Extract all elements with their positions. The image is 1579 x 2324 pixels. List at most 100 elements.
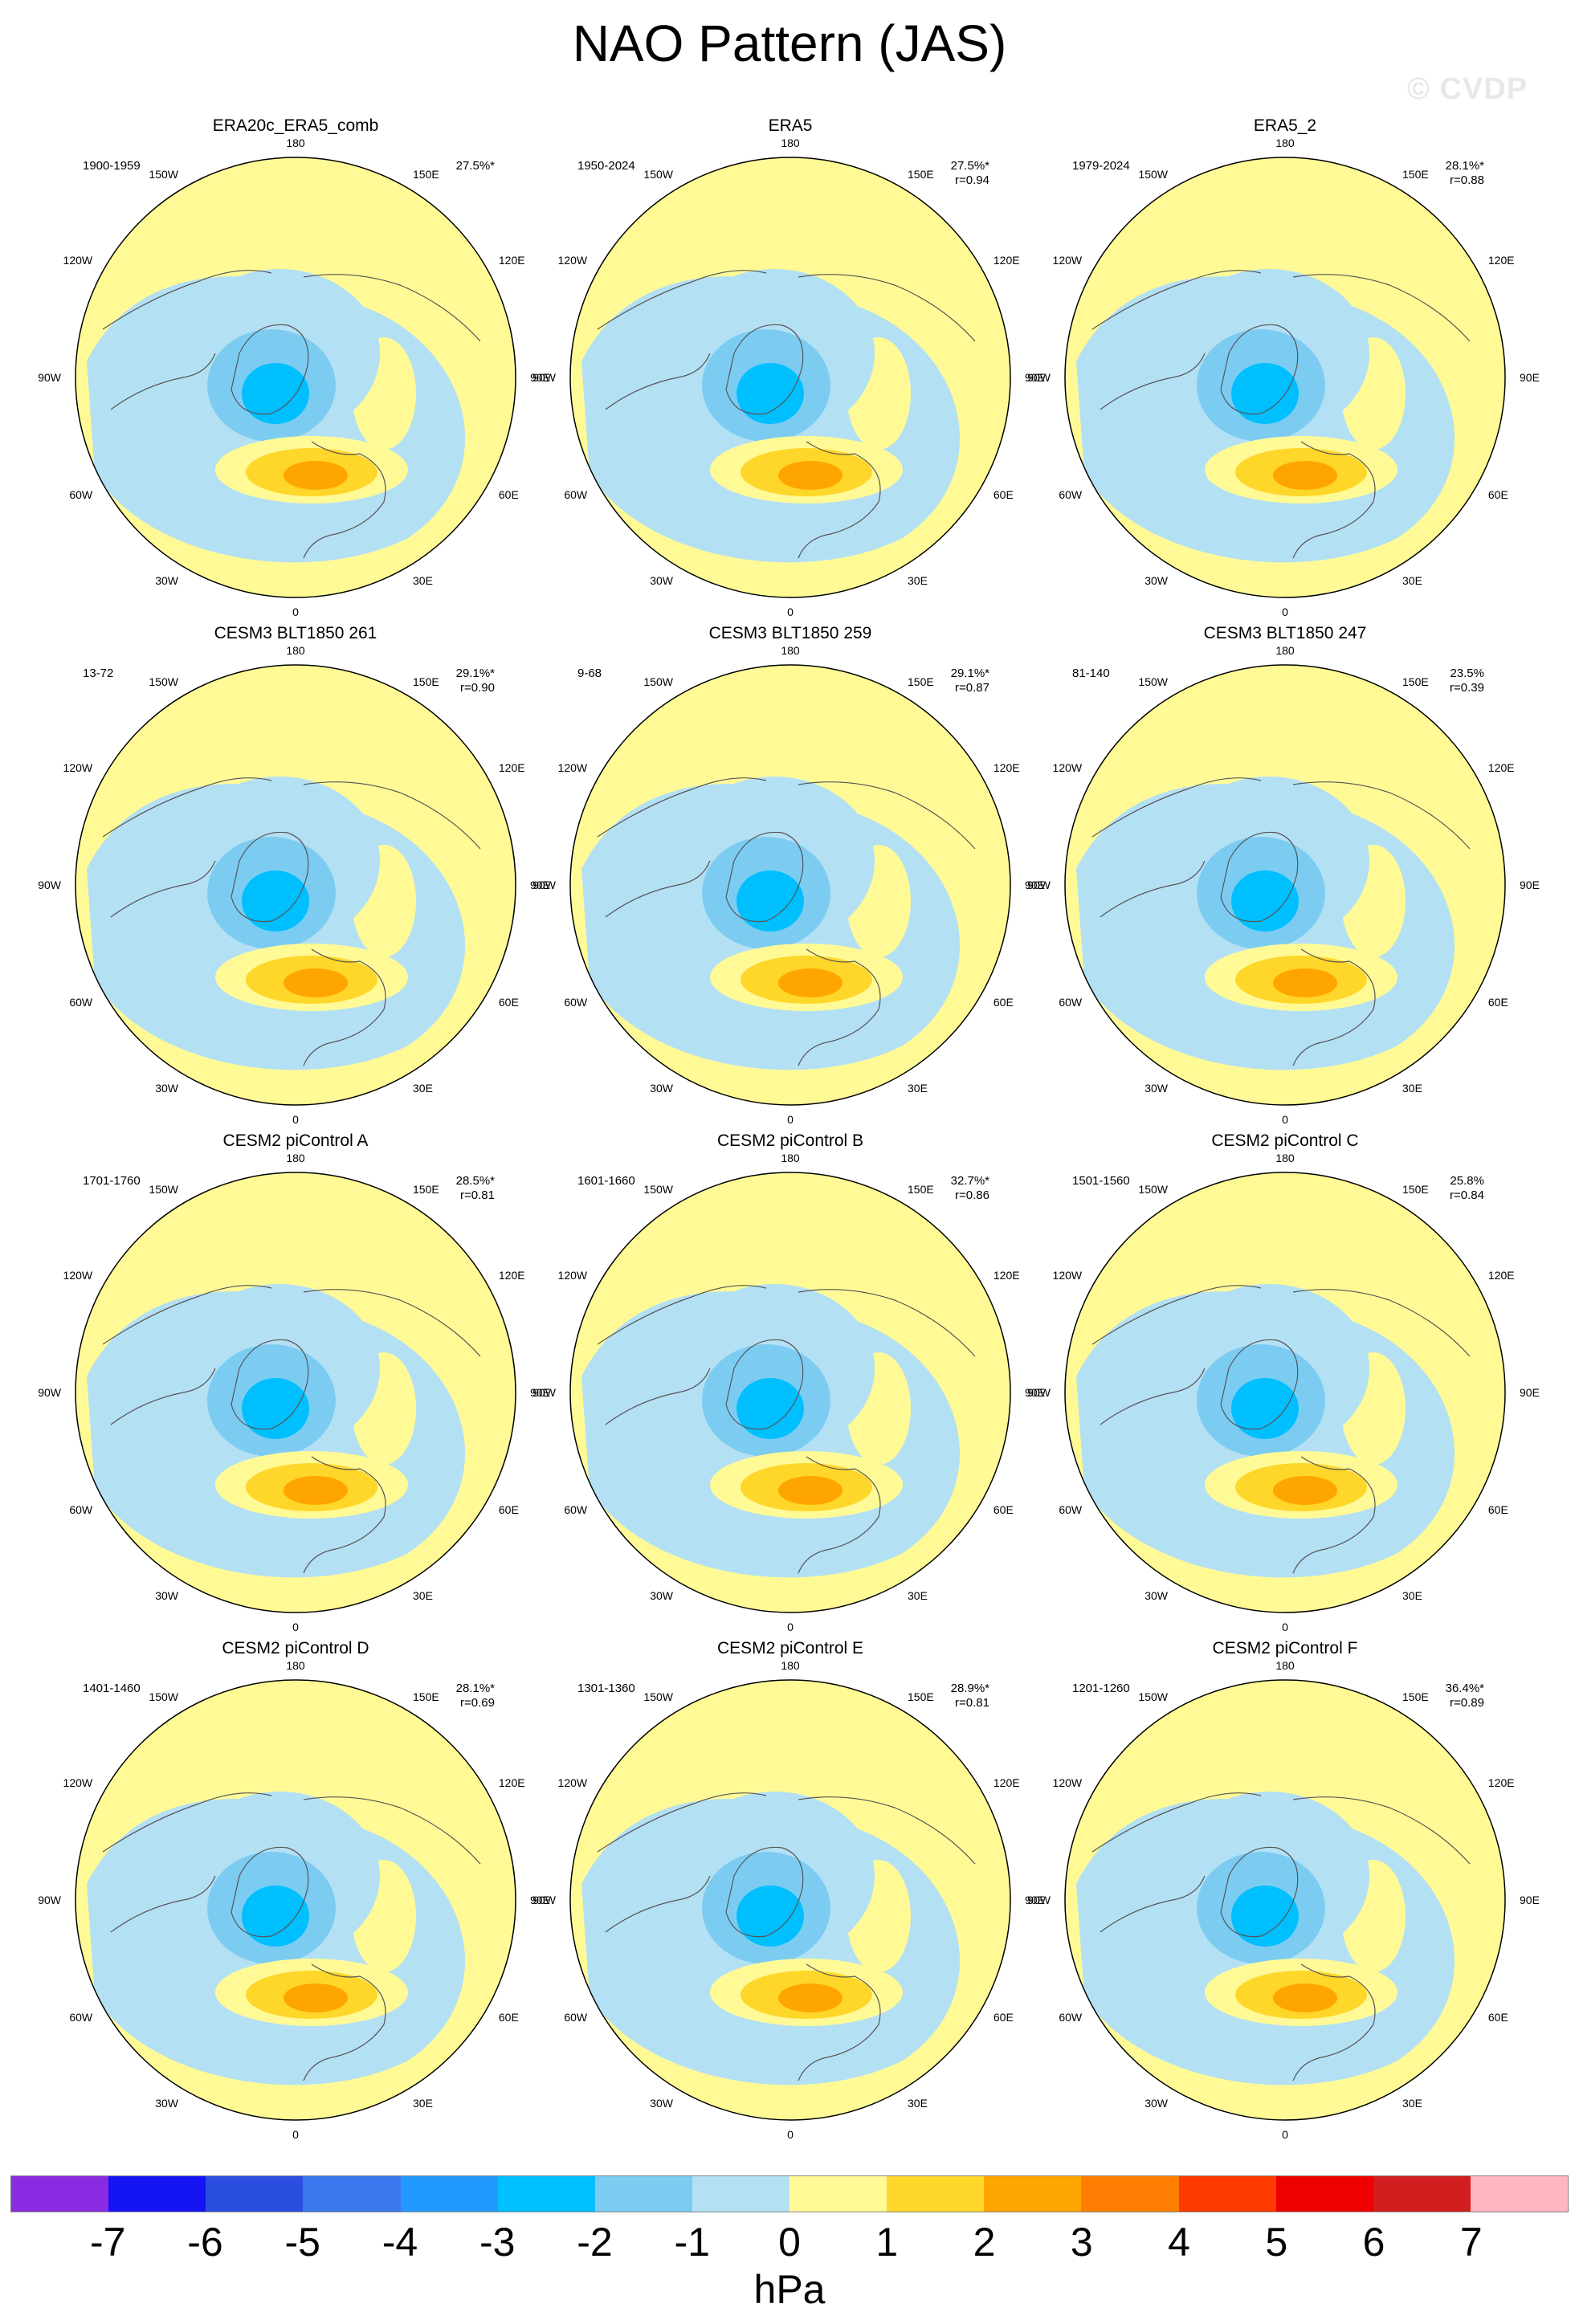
longitude-labels: 180 150E 120E 90E 60E 30E 0 30W 60W 90W 120W 150W bbox=[1027, 644, 1540, 1126]
longitude-label: 60W bbox=[69, 2011, 93, 2024]
panel-years: 1501-1560 bbox=[1072, 1174, 1130, 1188]
longitude-label: 150W bbox=[149, 1183, 178, 1196]
longitude-label: 30E bbox=[413, 2097, 433, 2110]
longitude-label: 60W bbox=[1059, 2011, 1083, 2024]
panel-title: ERA5 bbox=[769, 116, 813, 135]
longitude-label: 60E bbox=[499, 2011, 519, 2024]
longitude-label: 180 bbox=[781, 137, 800, 149]
field-shading bbox=[1065, 157, 1505, 597]
longitude-label: 90E bbox=[1520, 1894, 1540, 1906]
coastlines bbox=[102, 1792, 481, 2081]
panel-years: 81-140 bbox=[1072, 667, 1110, 680]
panel-correlation: r=0.94 bbox=[955, 173, 989, 187]
longitude-label: 150W bbox=[149, 168, 178, 181]
panel-explained-variance: 25.8% bbox=[1450, 1174, 1484, 1188]
colorbar-tick: 5 bbox=[1265, 2220, 1288, 2265]
map-border bbox=[75, 664, 516, 1106]
longitude-label: 90W bbox=[1027, 1386, 1051, 1399]
coastlines bbox=[1091, 1285, 1471, 1574]
longitude-label: 90W bbox=[532, 371, 557, 384]
longitude-label: 30W bbox=[650, 1082, 674, 1095]
longitude-label: 120E bbox=[499, 761, 525, 774]
panel-explained-variance: 28.5%* bbox=[456, 1174, 496, 1188]
longitude-label: 150W bbox=[643, 675, 673, 688]
colorbar-box bbox=[887, 2176, 985, 2212]
colorbar-box bbox=[692, 2176, 790, 2212]
longitude-label: 60E bbox=[1488, 1503, 1508, 1516]
longitude-label: 180 bbox=[286, 1659, 305, 1672]
panel-explained-variance: 27.5%* bbox=[456, 159, 496, 173]
panel-correlation: r=0.81 bbox=[460, 1189, 495, 1202]
map-border bbox=[1064, 1679, 1506, 2121]
coastlines bbox=[1091, 270, 1471, 559]
map-border bbox=[569, 664, 1011, 1106]
colorbar-tick: 4 bbox=[1168, 2220, 1190, 2265]
colorbar-box bbox=[594, 2176, 692, 2212]
longitude-label: 90E bbox=[1025, 879, 1045, 891]
longitude-label: 120W bbox=[1053, 761, 1083, 774]
longitude-label: 120W bbox=[63, 761, 93, 774]
longitude-label: 60W bbox=[69, 996, 93, 1009]
longitude-label: 90W bbox=[532, 1386, 557, 1399]
colorbar-tick: 2 bbox=[973, 2220, 996, 2265]
longitude-label: 90W bbox=[38, 1894, 62, 1906]
longitude-label: 60E bbox=[1488, 996, 1508, 1009]
panel-title: CESM2 piControl D bbox=[222, 1639, 369, 1657]
colorbar-tick: 3 bbox=[1070, 2220, 1093, 2265]
longitude-label: 30W bbox=[1144, 1082, 1169, 1095]
longitude-label: 120W bbox=[1053, 254, 1083, 267]
longitude-label: 180 bbox=[781, 1659, 800, 1672]
field-shading bbox=[570, 665, 1010, 1105]
longitude-label: 90E bbox=[1025, 1894, 1045, 1906]
longitude-label: 90W bbox=[532, 879, 557, 891]
map-border bbox=[569, 157, 1011, 598]
longitude-label: 120E bbox=[499, 1776, 525, 1789]
longitude-label: 150W bbox=[1138, 168, 1168, 181]
longitude-label: 150W bbox=[643, 1183, 673, 1196]
longitude-label: 30W bbox=[155, 574, 179, 587]
longitude-label: 60E bbox=[499, 1503, 519, 1516]
colorbar-box bbox=[1178, 2176, 1276, 2212]
map-border bbox=[1064, 157, 1506, 598]
longitude-label: 120E bbox=[499, 254, 525, 267]
longitude-label: 150E bbox=[413, 675, 439, 688]
map-panel: CESM3 BLT1850 247 81-140 23.5%r=0.39 180 150… bbox=[1027, 624, 1540, 1126]
panel-explained-variance: 29.1%* bbox=[456, 667, 496, 680]
longitude-label: 30E bbox=[413, 1589, 433, 1602]
longitude-label: 90E bbox=[1025, 1386, 1045, 1399]
longitude-label: 180 bbox=[286, 1152, 305, 1164]
longitude-label: 30E bbox=[1402, 2097, 1422, 2110]
colorbar-tick: -3 bbox=[479, 2220, 516, 2265]
longitude-label: 60E bbox=[1488, 488, 1508, 501]
longitude-label: 150E bbox=[908, 1690, 934, 1703]
longitude-labels: 180 150E 120E 90E 60E 30E 0 30W 60W 90W 120W 150W bbox=[38, 137, 550, 618]
panel-correlation: r=0.89 bbox=[1450, 1696, 1484, 1710]
longitude-label: 30W bbox=[650, 574, 674, 587]
longitude-label: 60E bbox=[994, 996, 1014, 1009]
colorbar-box bbox=[984, 2176, 1082, 2212]
longitude-label: 120W bbox=[558, 1269, 588, 1282]
longitude-label: 60E bbox=[1488, 2011, 1508, 2024]
longitude-label: 150W bbox=[1138, 1183, 1168, 1196]
panel-title: CESM2 piControl E bbox=[717, 1639, 863, 1657]
longitude-label: 90E bbox=[530, 879, 550, 891]
map-panel: CESM3 BLT1850 259 9-68 29.1%*r=0.87 180 150E… bbox=[532, 624, 1045, 1126]
colorbar-box bbox=[11, 2176, 109, 2212]
longitude-label: 60W bbox=[564, 488, 588, 501]
longitude-label: 0 bbox=[292, 1113, 299, 1126]
longitude-label: 150E bbox=[1402, 675, 1429, 688]
longitude-label: 0 bbox=[1282, 605, 1288, 618]
longitude-label: 60W bbox=[1059, 488, 1083, 501]
longitude-label: 150E bbox=[908, 1183, 934, 1196]
coastlines bbox=[1091, 1792, 1471, 2081]
panel-correlation: r=0.69 bbox=[460, 1696, 495, 1710]
longitude-labels: 180 150E 120E 90E 60E 30E 0 30W 60W 90W 120W 150W bbox=[38, 644, 550, 1126]
longitude-label: 30W bbox=[1144, 574, 1169, 587]
longitude-label: 60W bbox=[564, 996, 588, 1009]
longitude-label: 120E bbox=[994, 254, 1020, 267]
panel-correlation: r=0.39 bbox=[1450, 681, 1484, 695]
panel-title: CESM2 piControl A bbox=[223, 1131, 369, 1150]
panel-years: 1979-2024 bbox=[1072, 159, 1130, 173]
colorbar-tick: 1 bbox=[875, 2220, 899, 2265]
